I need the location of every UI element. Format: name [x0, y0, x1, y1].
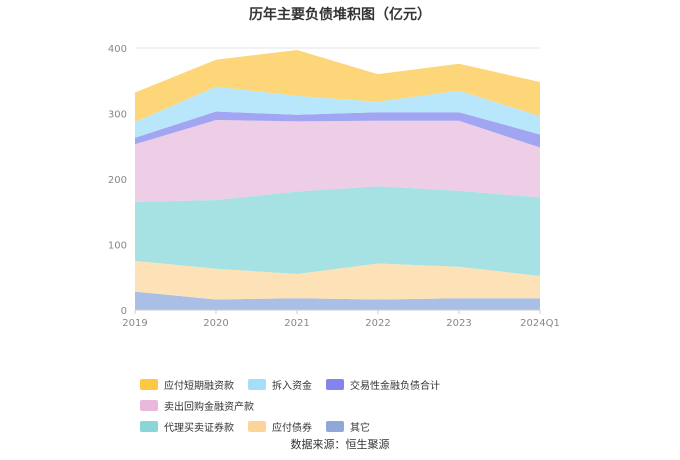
legend-item[interactable]: 交易性金融负债合计: [326, 377, 440, 392]
y-tick-label: 400: [108, 44, 127, 55]
area-series-0: [135, 291, 540, 310]
area-series-3: [135, 120, 540, 202]
x-tick-label: 2020: [203, 318, 228, 329]
legend-item[interactable]: 其它: [326, 419, 370, 434]
area-series-1: [135, 260, 540, 300]
legend-swatch: [248, 421, 266, 432]
area-layer: [135, 49, 540, 310]
legend-label: 卖出回购金融资产款: [164, 402, 254, 413]
chart-title: 历年主要负债堆积图（亿元）: [249, 7, 431, 23]
x-tick-label: 2022: [365, 318, 390, 329]
area-series-2: [135, 186, 540, 276]
legend-swatch: [140, 421, 158, 432]
legend-label: 其它: [350, 423, 370, 434]
legend-label: 拆入资金: [272, 381, 312, 392]
legend-item[interactable]: 卖出回购金融资产款: [140, 398, 254, 413]
area-series-6: [135, 49, 540, 123]
area-series-4: [135, 111, 540, 148]
legend-item[interactable]: 拆入资金: [248, 377, 312, 392]
legend-item[interactable]: 应付短期融资款: [140, 377, 234, 392]
stacked-area-chart: 0 100 200 300 400 2019 2020 2021 2022 2023 2024Q1: [108, 44, 560, 329]
y-tick-label: 100: [108, 241, 127, 252]
x-tick-label: 2021: [284, 318, 309, 329]
x-tick-label: 2019: [122, 318, 147, 329]
legend-swatch: [248, 379, 266, 390]
legend-label: 应付债券: [272, 423, 312, 434]
legend-item[interactable]: 应付债券: [248, 419, 312, 434]
legend-row: 应付短期融资款 拆入资金 交易性金融负债合计卖出回购金融资产款: [140, 377, 580, 419]
legend-label: 代理买卖证券款: [164, 423, 234, 434]
legend-swatch: [140, 379, 158, 390]
legend-swatch: [326, 421, 344, 432]
legend-label: 应付短期融资款: [164, 381, 234, 392]
legend-row: 代理买卖证券款 应付债券 其它: [140, 419, 580, 440]
legend-swatch: [326, 379, 344, 390]
legend-label: 交易性金融负债合计: [350, 381, 440, 392]
x-tick-label: 2023: [446, 318, 471, 329]
x-tick-label: 2024Q1: [520, 318, 560, 329]
data-source: 数据来源：恒生聚源: [290, 438, 390, 451]
axes: 0 100 200 300 400 2019 2020 2021 2022 2023 2024Q1: [108, 44, 560, 329]
y-tick-label: 0: [121, 306, 127, 317]
legend-item[interactable]: 代理买卖证券款: [140, 419, 234, 434]
y-tick-label: 200: [108, 175, 127, 186]
legend: 应付短期融资款 拆入资金 交易性金融负债合计卖出回购金融资产款 代理买卖证券款 应付债券…: [140, 377, 580, 440]
area-series-5: [135, 86, 540, 138]
legend-swatch: [140, 400, 158, 411]
y-tick-label: 300: [108, 110, 127, 121]
